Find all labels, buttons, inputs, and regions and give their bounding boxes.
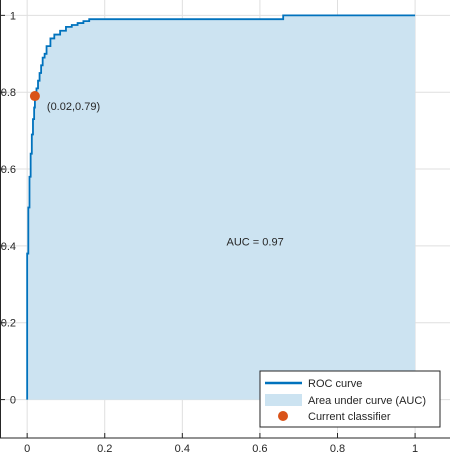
y-tick-label: 0.4 — [1, 241, 16, 253]
x-tick-label: 0.8 — [330, 443, 345, 455]
legend-label-auc: Area under curve (AUC) — [308, 395, 426, 407]
current-classifier-point — [29, 91, 40, 102]
y-tick-label: 1 — [10, 10, 16, 22]
x-tick-label: 0.4 — [175, 443, 190, 455]
annotations: (0.02,0.79) AUC = 0.97 — [47, 101, 284, 248]
point-annotation: (0.02,0.79) — [47, 101, 100, 113]
legend-auc-swatch — [265, 394, 302, 406]
auc-annotation: AUC = 0.97 — [227, 236, 284, 248]
legend-label-classifier: Current classifier — [308, 411, 391, 423]
current-classifier-points — [29, 91, 40, 102]
roc-curve-line — [26, 14, 416, 400]
x-tick-label: 0.2 — [97, 443, 112, 455]
auc-area — [27, 15, 416, 400]
x-tick-label: 1 — [412, 443, 418, 455]
y-tick-label: 0.2 — [1, 318, 16, 330]
y-tick-label: 0 — [10, 395, 16, 407]
legend-classifier-swatch — [278, 411, 288, 421]
x-tick-label: 0 — [24, 443, 30, 455]
legend-label-roc: ROC curve — [308, 378, 362, 390]
legend: ROC curve Area under curve (AUC) Current c… — [259, 370, 441, 428]
y-tick-label: 0.6 — [1, 164, 16, 176]
x-tick-label: 0.6 — [252, 443, 267, 455]
y-tick-label: 0.8 — [1, 87, 16, 99]
